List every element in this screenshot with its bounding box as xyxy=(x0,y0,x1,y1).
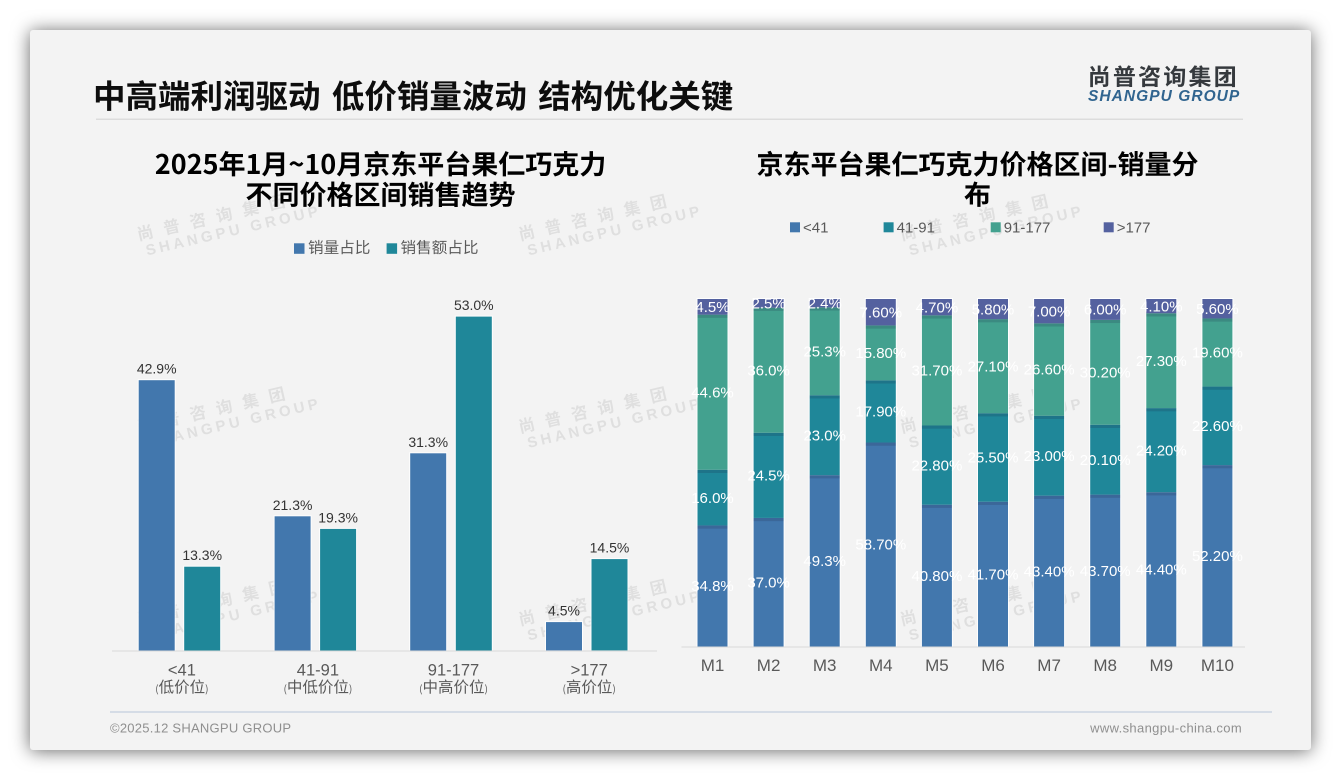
svg-text:36.0%: 36.0% xyxy=(747,362,790,379)
svg-text:21.3%: 21.3% xyxy=(273,497,313,513)
svg-text:M2: M2 xyxy=(757,656,781,675)
svg-text:91-177: 91-177 xyxy=(1004,220,1051,237)
svg-text:M5: M5 xyxy=(925,656,949,675)
svg-text:43.70%: 43.70% xyxy=(1080,563,1131,580)
svg-text:25.50%: 25.50% xyxy=(968,450,1019,467)
svg-text:M6: M6 xyxy=(981,656,1005,675)
svg-text:25.3%: 25.3% xyxy=(803,344,846,361)
svg-text:37.0%: 37.0% xyxy=(747,574,790,591)
svg-text:41-91: 41-91 xyxy=(897,220,935,237)
svg-text:41-91: 41-91 xyxy=(297,662,339,680)
svg-text:7.00%: 7.00% xyxy=(1028,303,1071,320)
svg-text:M7: M7 xyxy=(1037,656,1061,675)
svg-text:15.80%: 15.80% xyxy=(855,345,906,362)
svg-text:58.70%: 58.70% xyxy=(855,537,906,554)
svg-text:24.20%: 24.20% xyxy=(1136,442,1187,459)
svg-text:7.60%: 7.60% xyxy=(860,304,903,321)
svg-text:34.8%: 34.8% xyxy=(691,578,734,595)
svg-text:44.40%: 44.40% xyxy=(1136,562,1187,579)
svg-text:>177: >177 xyxy=(1117,220,1151,237)
svg-text:M10: M10 xyxy=(1201,656,1234,675)
svg-text:www.shangpu-china.com: www.shangpu-china.com xyxy=(1089,721,1242,736)
svg-text:M4: M4 xyxy=(869,656,893,675)
svg-text:19.60%: 19.60% xyxy=(1192,345,1243,362)
svg-text:M1: M1 xyxy=(701,656,725,675)
svg-text:49.3%: 49.3% xyxy=(803,553,846,570)
svg-text:31.3%: 31.3% xyxy=(408,434,448,450)
svg-text:©2025.12 SHANGPU GROUP: ©2025.12 SHANGPU GROUP xyxy=(110,721,291,736)
svg-text:44.6%: 44.6% xyxy=(691,384,734,401)
svg-text:<41: <41 xyxy=(168,662,196,680)
svg-text:5.80%: 5.80% xyxy=(972,301,1015,318)
svg-text:41.70%: 41.70% xyxy=(968,566,1019,583)
svg-text:20.10%: 20.10% xyxy=(1080,452,1131,469)
svg-text:22.80%: 22.80% xyxy=(911,457,962,474)
svg-text:53.0%: 53.0% xyxy=(454,297,494,313)
svg-text:23.00%: 23.00% xyxy=(1024,448,1075,465)
svg-text:2.5%: 2.5% xyxy=(751,296,785,313)
svg-text:31.70%: 31.70% xyxy=(911,363,962,380)
svg-text:27.10%: 27.10% xyxy=(968,358,1019,375)
svg-text:40.80%: 40.80% xyxy=(911,568,962,585)
svg-text:16.0%: 16.0% xyxy=(691,490,734,507)
svg-text:4.10%: 4.10% xyxy=(1140,298,1183,315)
svg-text:27.30%: 27.30% xyxy=(1136,353,1187,370)
svg-text:6.00%: 6.00% xyxy=(1084,302,1127,319)
svg-text:17.90%: 17.90% xyxy=(855,404,906,421)
svg-text:23.0%: 23.0% xyxy=(803,427,846,444)
svg-text:14.5%: 14.5% xyxy=(590,540,630,556)
svg-text:22.60%: 22.60% xyxy=(1192,418,1243,435)
svg-text:30.20%: 30.20% xyxy=(1080,365,1131,382)
svg-text:91-177: 91-177 xyxy=(428,662,479,680)
svg-text:4.5%: 4.5% xyxy=(548,603,580,619)
svg-text:4.5%: 4.5% xyxy=(695,299,729,316)
svg-text:M8: M8 xyxy=(1093,656,1117,675)
svg-text:>177: >177 xyxy=(571,662,608,680)
svg-text:13.3%: 13.3% xyxy=(182,547,222,563)
svg-text:43.40%: 43.40% xyxy=(1024,563,1075,580)
svg-text:26.60%: 26.60% xyxy=(1024,362,1075,379)
svg-text:M9: M9 xyxy=(1149,656,1173,675)
svg-text:19.3%: 19.3% xyxy=(318,509,358,525)
svg-text:5.60%: 5.60% xyxy=(1196,301,1239,318)
svg-text:M3: M3 xyxy=(813,656,837,675)
svg-text:42.9%: 42.9% xyxy=(137,361,177,377)
svg-text:52.20%: 52.20% xyxy=(1192,548,1243,565)
svg-text:2.4%: 2.4% xyxy=(808,295,842,312)
svg-text:4.70%: 4.70% xyxy=(916,299,959,316)
svg-text:24.5%: 24.5% xyxy=(747,468,790,485)
svg-text:<41: <41 xyxy=(803,220,828,237)
svg-text:SHANGPU GROUP: SHANGPU GROUP xyxy=(1088,88,1240,105)
